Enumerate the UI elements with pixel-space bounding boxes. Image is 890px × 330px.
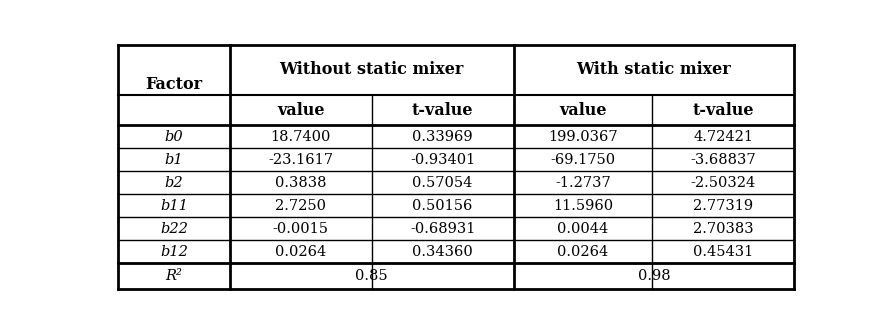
Text: 0.57054: 0.57054	[412, 176, 473, 190]
Text: -1.2737: -1.2737	[555, 176, 611, 190]
Text: 0.50156: 0.50156	[412, 199, 473, 213]
Text: With static mixer: With static mixer	[577, 61, 732, 79]
Text: b0: b0	[165, 130, 183, 144]
Text: -69.1750: -69.1750	[550, 153, 615, 167]
Text: b1: b1	[165, 153, 183, 167]
Text: 2.77319: 2.77319	[693, 199, 753, 213]
Text: b12: b12	[160, 245, 188, 259]
Text: 18.7400: 18.7400	[271, 130, 331, 144]
Text: 0.0264: 0.0264	[557, 245, 609, 259]
Text: 199.0367: 199.0367	[548, 130, 618, 144]
Text: -3.68837: -3.68837	[691, 153, 756, 167]
Text: value: value	[277, 102, 325, 119]
Text: t-value: t-value	[692, 102, 754, 119]
Text: 11.5960: 11.5960	[553, 199, 613, 213]
Text: Factor: Factor	[145, 77, 203, 93]
Text: 0.33969: 0.33969	[412, 130, 473, 144]
Text: b2: b2	[165, 176, 183, 190]
Text: -0.0015: -0.0015	[272, 222, 328, 236]
Text: b11: b11	[160, 199, 188, 213]
Text: -23.1617: -23.1617	[268, 153, 333, 167]
Text: value: value	[559, 102, 607, 119]
Text: -0.68931: -0.68931	[410, 222, 475, 236]
Text: -2.50324: -2.50324	[691, 176, 756, 190]
Text: 4.72421: 4.72421	[693, 130, 753, 144]
Text: t-value: t-value	[412, 102, 473, 119]
Text: -0.93401: -0.93401	[410, 153, 475, 167]
Text: 2.70383: 2.70383	[692, 222, 754, 236]
Text: 0.0264: 0.0264	[275, 245, 327, 259]
Text: 0.45431: 0.45431	[693, 245, 753, 259]
Text: 0.85: 0.85	[355, 269, 388, 283]
Text: Without static mixer: Without static mixer	[279, 61, 464, 79]
Text: 0.34360: 0.34360	[412, 245, 473, 259]
Text: R²: R²	[166, 269, 182, 283]
Text: 0.98: 0.98	[637, 269, 670, 283]
Text: 0.3838: 0.3838	[275, 176, 327, 190]
Text: 2.7250: 2.7250	[275, 199, 326, 213]
Text: b22: b22	[160, 222, 188, 236]
Text: 0.0044: 0.0044	[557, 222, 609, 236]
